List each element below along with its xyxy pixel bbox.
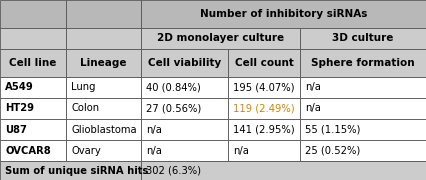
Bar	[0, 76, 66, 98]
Text: Ovary: Ovary	[71, 146, 101, 156]
Text: Colon: Colon	[71, 103, 99, 113]
Bar	[228, 76, 300, 98]
Bar	[66, 98, 141, 119]
Text: U87: U87	[5, 125, 27, 135]
Bar	[141, 98, 228, 119]
Bar	[228, 140, 300, 161]
Bar	[141, 119, 228, 140]
Bar	[300, 28, 426, 49]
Text: n/a: n/a	[146, 146, 161, 156]
Text: 3D culture: 3D culture	[332, 33, 394, 43]
Text: 302 (6.3%): 302 (6.3%)	[146, 166, 201, 176]
Bar	[66, 49, 141, 76]
Bar	[228, 98, 300, 119]
Text: n/a: n/a	[305, 103, 321, 113]
Bar	[0, 0, 66, 28]
Bar	[300, 140, 426, 161]
Text: Sphere formation: Sphere formation	[311, 58, 415, 68]
Bar	[0, 49, 66, 76]
Bar	[141, 49, 228, 76]
Text: 55 (1.15%): 55 (1.15%)	[305, 125, 361, 135]
Text: Cell count: Cell count	[235, 58, 294, 68]
Text: A549: A549	[5, 82, 34, 92]
Text: n/a: n/a	[233, 146, 249, 156]
Bar	[300, 98, 426, 119]
Text: 40 (0.84%): 40 (0.84%)	[146, 82, 201, 92]
Text: Number of inhibitory siRNAs: Number of inhibitory siRNAs	[200, 9, 367, 19]
Bar	[0, 119, 66, 140]
Bar	[66, 28, 141, 49]
Bar	[228, 119, 300, 140]
Bar	[141, 76, 228, 98]
Bar	[66, 140, 141, 161]
Bar	[141, 161, 426, 180]
Text: 141 (2.95%): 141 (2.95%)	[233, 125, 295, 135]
Text: Glioblastoma: Glioblastoma	[71, 125, 137, 135]
Text: 119 (2.49%): 119 (2.49%)	[233, 103, 295, 113]
Bar	[66, 0, 141, 28]
Bar	[141, 28, 300, 49]
Bar	[300, 49, 426, 76]
Bar	[66, 119, 141, 140]
Bar	[300, 76, 426, 98]
Text: n/a: n/a	[146, 125, 161, 135]
Text: Sum of unique siRNA hits: Sum of unique siRNA hits	[5, 166, 149, 176]
Text: 2D monolayer culture: 2D monolayer culture	[157, 33, 284, 43]
Bar	[300, 119, 426, 140]
Bar	[0, 161, 141, 180]
Text: n/a: n/a	[305, 82, 321, 92]
Bar	[141, 140, 228, 161]
Text: Lung: Lung	[71, 82, 96, 92]
Bar	[228, 49, 300, 76]
Text: OVCAR8: OVCAR8	[5, 146, 51, 156]
Text: 25 (0.52%): 25 (0.52%)	[305, 146, 361, 156]
Text: Lineage: Lineage	[80, 58, 127, 68]
Bar	[141, 0, 426, 28]
Text: 195 (4.07%): 195 (4.07%)	[233, 82, 294, 92]
Bar	[66, 76, 141, 98]
Text: Cell viability: Cell viability	[148, 58, 221, 68]
Bar	[0, 98, 66, 119]
Text: Cell line: Cell line	[9, 58, 57, 68]
Bar	[0, 140, 66, 161]
Text: 27 (0.56%): 27 (0.56%)	[146, 103, 201, 113]
Text: HT29: HT29	[5, 103, 34, 113]
Bar	[0, 28, 66, 49]
